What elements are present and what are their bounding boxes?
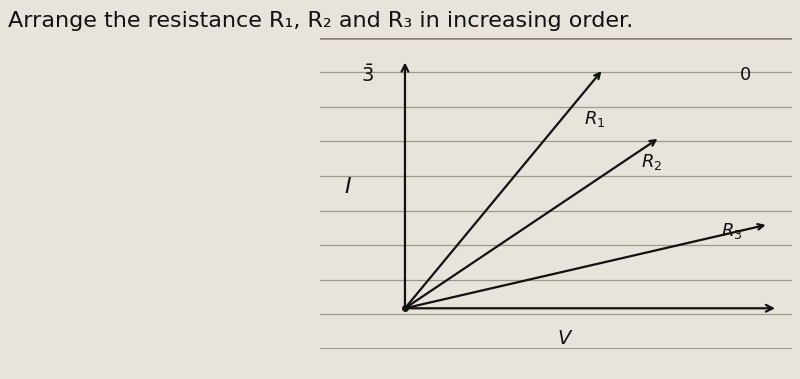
Text: $R_2$: $R_2$ [641, 152, 662, 172]
Text: $\bar{3}$: $\bar{3}$ [361, 64, 374, 86]
Text: $0$: $0$ [738, 66, 751, 84]
Text: $R_1$: $R_1$ [584, 109, 606, 129]
Text: $I$: $I$ [344, 176, 352, 198]
Text: $R_3$: $R_3$ [722, 221, 742, 241]
Text: $V$: $V$ [558, 330, 574, 348]
Text: Arrange the resistance R₁, R₂ and R₃ in increasing order.: Arrange the resistance R₁, R₂ and R₃ in … [8, 11, 634, 31]
